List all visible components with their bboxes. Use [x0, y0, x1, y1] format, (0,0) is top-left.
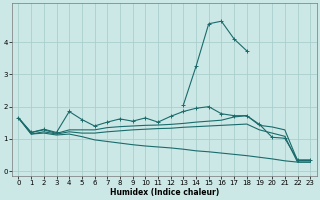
X-axis label: Humidex (Indice chaleur): Humidex (Indice chaleur): [110, 188, 219, 197]
